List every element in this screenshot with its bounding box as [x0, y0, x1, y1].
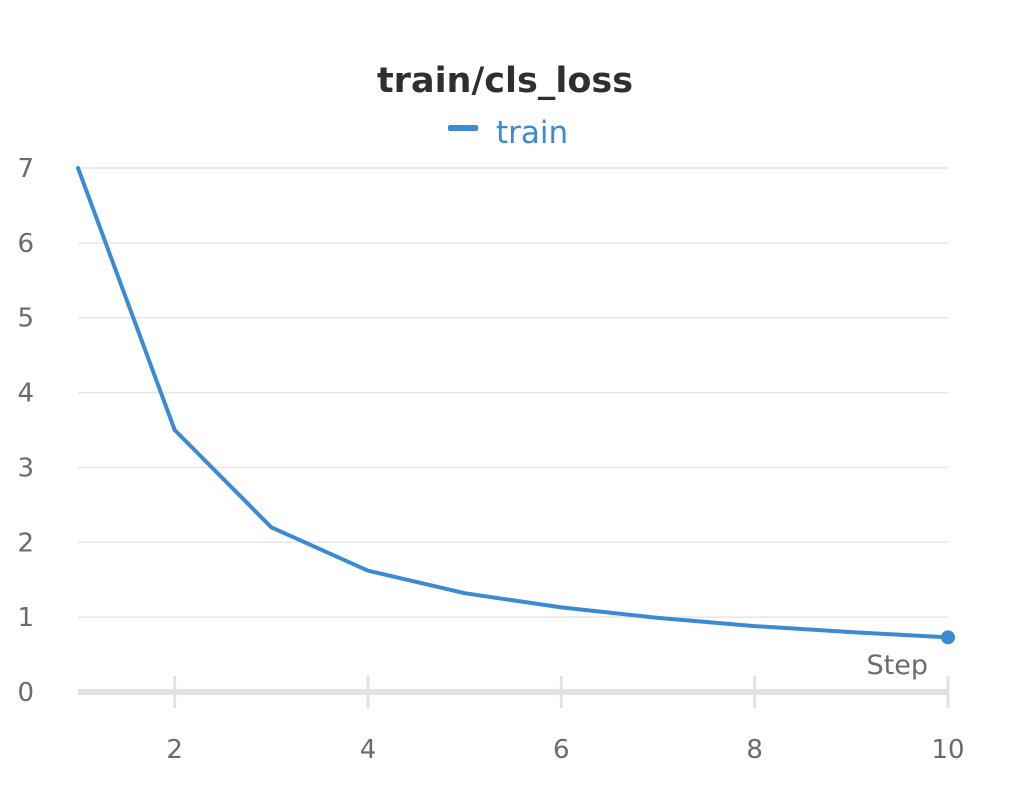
- chart-title: train/cls_loss: [377, 61, 633, 101]
- y-tick-label: 4: [17, 379, 34, 409]
- series-train[interactable]: [76, 166, 955, 645]
- legend-swatch: [448, 125, 478, 131]
- x-tick-label: 10: [931, 735, 964, 765]
- legend[interactable]: train: [448, 115, 568, 151]
- x-axis-ticks: 2 4 6 8 10: [166, 676, 965, 765]
- legend-label-train: train: [496, 115, 568, 151]
- y-tick-label: 6: [17, 229, 34, 259]
- last-point-marker: [941, 630, 955, 645]
- x-axis-label: Step: [867, 650, 928, 681]
- y-tick-label: 7: [17, 154, 34, 184]
- x-tick-label: 8: [746, 735, 763, 765]
- y-tick-label: 0: [17, 678, 34, 708]
- y-tick-label: 1: [17, 603, 34, 633]
- grid-lines: [78, 167, 948, 618]
- x-tick-label: 6: [553, 735, 570, 765]
- x-tick-label: 4: [360, 735, 377, 765]
- x-tick-label: 2: [166, 735, 183, 765]
- y-axis-ticks: 0 1 2 3 4 5 6 7: [17, 154, 34, 708]
- y-tick-label: 3: [17, 453, 34, 483]
- y-tick-label: 5: [17, 304, 34, 334]
- y-tick-label: 2: [17, 528, 34, 558]
- series-line-train: [76, 166, 950, 640]
